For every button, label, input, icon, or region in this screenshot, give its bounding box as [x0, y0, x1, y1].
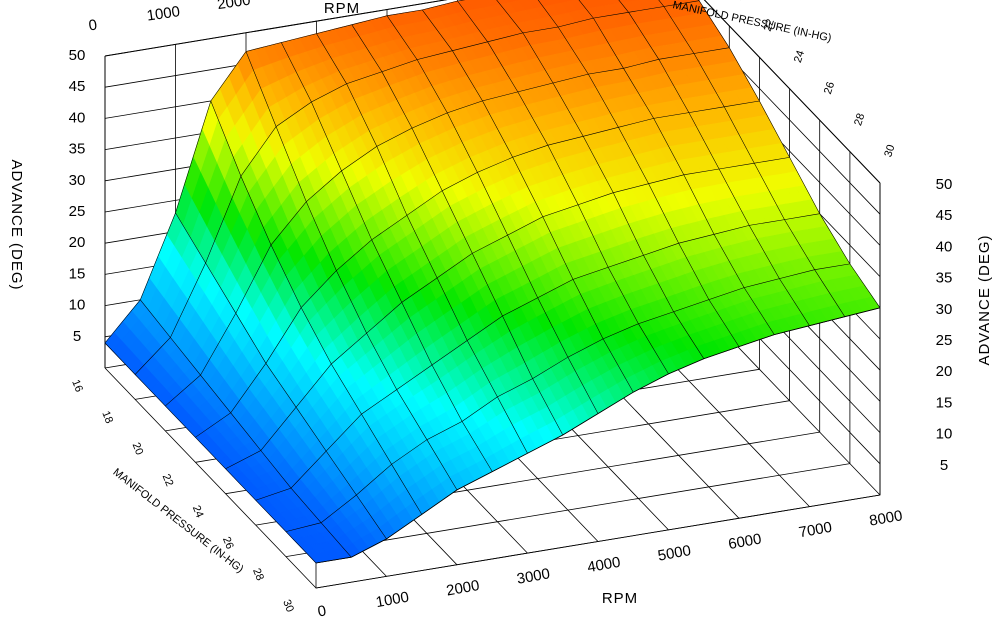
rpm-bottom-tick-label: 1000 — [374, 589, 410, 612]
surface-mesh-line-rpm — [537, 0, 740, 347]
rpm-bottom-tick-label: 2000 — [445, 577, 481, 600]
advance-left-tick-label: 20 — [69, 234, 86, 251]
map-left-tick-label: 30 — [280, 598, 296, 614]
floor-grid-line-rpm — [104, 367, 317, 589]
frame-edge — [703, 0, 881, 184]
map-left-tick-label: 28 — [250, 567, 266, 583]
map-top-tick-label: 28 — [852, 112, 867, 127]
map-left-tick-label: 20 — [130, 441, 146, 457]
advance-left-tick-label: 50 — [69, 47, 86, 64]
rpm-top-tick-label: 2000 — [216, 0, 251, 13]
map-left-tick-label: 18 — [99, 409, 115, 425]
rpm-top-tick-label: 3000 — [287, 0, 322, 1]
surface-mesh-line-rpm — [245, 51, 458, 491]
rpm-bottom-tick-label: 3000 — [515, 565, 551, 588]
map-left-axis-title: MANIFOLD PRESSURE (IN-HG) — [111, 466, 246, 575]
rpm-bottom-tick-label: 6000 — [727, 531, 763, 554]
rpm-bottom-axis-title: RPM — [602, 590, 638, 607]
advance-left-tick-label: 5 — [73, 328, 81, 345]
surface-mesh-line-rpm — [698, 0, 881, 308]
advance-right-tick-label: 15 — [936, 394, 953, 411]
surface-mesh-line-rpm — [210, 100, 423, 515]
surface-mesh-line-rpm — [457, 0, 669, 375]
surface-mesh-line-rpm — [351, 24, 564, 436]
surface-mesh — [104, 0, 881, 589]
surface-mesh-line-rpm — [386, 15, 599, 414]
rpm-top-tick-label: 0 — [88, 16, 99, 34]
advance-left-tick-label: 25 — [69, 203, 86, 220]
surface-mesh-line-rpm — [140, 299, 352, 558]
surface-mesh-line-rpm — [281, 42, 493, 472]
advance-left-tick-label: 30 — [69, 172, 86, 189]
advance-right-tick-label: 30 — [936, 301, 953, 318]
map-left-tick-label: 24 — [190, 504, 206, 520]
surface-mesh-line-rpm — [422, 9, 634, 393]
surface-front-edge — [315, 307, 881, 589]
rpm-top-tick-label: 1000 — [146, 3, 181, 24]
map-top-tick-label: 24 — [792, 49, 807, 64]
surface-mesh-line-rpm — [316, 33, 528, 454]
surface-mesh-line-rpm — [618, 0, 810, 326]
rpm-bottom-tick-label: 8000 — [868, 507, 904, 530]
rpm-top-axis-title: RPM — [324, 0, 360, 17]
advance-left-axis-title: ADVANCE (DEG) — [8, 159, 25, 290]
surface-mesh-line-rpm — [496, 0, 705, 359]
advance-left-tick-label: 40 — [69, 109, 86, 126]
advance-right-tick-label: 35 — [936, 270, 953, 287]
advance-right-tick-label: 45 — [936, 207, 953, 224]
map-top-tick-label: 30 — [882, 143, 897, 158]
advance-left-tick-label: 45 — [69, 78, 86, 95]
surface-mesh-line-rpm — [658, 0, 846, 317]
advance-left-tick-label: 10 — [69, 297, 86, 314]
rpm-bottom-tick-label: 0 — [316, 602, 327, 620]
frame-edge — [104, 0, 448, 57]
map-top-tick-label: 26 — [822, 80, 837, 95]
rpm-bottom-tick-label: 4000 — [586, 554, 622, 577]
surface-mesh-line-rpm — [175, 212, 387, 540]
advance-right-tick-label: 50 — [936, 176, 953, 193]
rpm-bottom-tick-label: 5000 — [656, 542, 692, 565]
advance-left-tick-label: 35 — [69, 141, 86, 158]
map-left-tick-label: 26 — [220, 535, 236, 551]
map-top-tick-label: 20 — [732, 0, 747, 2]
surface-mesh-line-rpm — [104, 342, 317, 564]
map-left-tick-label: 16 — [69, 378, 85, 394]
advance-right-tick-label: 25 — [936, 332, 953, 349]
advance-right-tick-label: 5 — [940, 457, 948, 474]
surface-mesh-line-rpm — [578, 0, 775, 335]
map-left-tick-label: 22 — [160, 472, 176, 488]
map-top-tick-label: 22 — [762, 18, 777, 33]
advance-right-tick-label: 40 — [936, 238, 953, 255]
rpm-bottom-tick-label: 7000 — [797, 519, 833, 542]
advance-right-tick-label: 20 — [936, 363, 953, 380]
advance-left-tick-label: 15 — [69, 265, 86, 282]
advance-right-axis-title: ADVANCE (DEG) — [976, 234, 993, 365]
advance-right-tick-label: 10 — [936, 426, 953, 443]
